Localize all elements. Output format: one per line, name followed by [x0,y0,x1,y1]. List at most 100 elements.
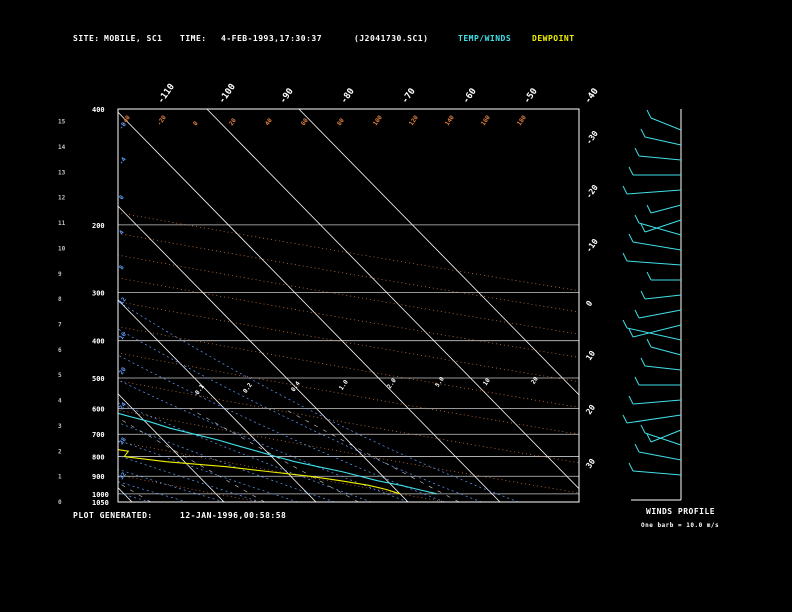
moist-adiabat [118,354,445,502]
wind-barb-flag [622,414,628,424]
wind-barb [644,136,682,146]
top-temp-tick-label: -100 [217,82,238,106]
wind-barb-flag [628,233,634,243]
height-tick-label: 9 [58,271,62,278]
wind-barb [626,260,682,266]
isotherm-line [118,205,409,502]
wind-barb-flag [646,271,652,281]
wind-barb [626,189,682,195]
wind-barb [638,155,682,161]
wind-barb-flag [634,147,640,157]
wind-barb-flag [634,309,640,319]
dry-adiabat-label: 140 [444,114,456,127]
wind-barb [632,324,682,338]
pressure-tick-label: 800 [92,454,105,462]
moist-adiabat-label: 16 [118,331,128,341]
height-tick-label: 1 [58,474,62,481]
wind-barb [650,117,682,131]
isotherm-line [206,109,579,490]
moist-adiabat-label: -8 [118,121,128,131]
right-temp-tick-label: 10 [584,349,597,362]
mixing-ratio-label: 20 [530,375,540,385]
pressure-tick-label: 1000 [92,491,109,499]
wind-barb-flag [622,185,628,195]
height-tick-label: 15 [58,119,66,126]
height-tick-label: 0 [58,499,62,506]
moist-adiabat [118,492,151,502]
top-temp-tick-label: -50 [522,87,540,106]
wind-barb [638,222,682,236]
wind-barb-flag [634,443,640,453]
moist-adiabat-label: 12 [118,296,128,306]
height-tick-label: 6 [58,347,62,354]
pressure-tick-label: 900 [92,473,105,481]
dry-adiabat [118,352,579,435]
wind-barb-flag [634,214,640,224]
mixing-ratio-label: 10 [482,377,492,387]
moist-adiabat-label: 28 [118,436,128,446]
moist-adiabat-label: 24 [118,401,128,411]
wind-barb-flag [628,462,634,472]
pressure-tick-label: 1050 [92,499,109,507]
height-tick-label: 8 [58,296,62,303]
dry-adiabat [118,233,579,313]
mixing-ratio-label: 5.0 [434,375,446,388]
height-tick-label: 11 [58,220,66,227]
wind-barb-flag [634,376,640,386]
mixing-ratio-label: 1.0 [338,378,350,391]
wind-barb-flag [622,252,628,262]
mixing-ratio-line [118,482,151,502]
dry-adiabat [118,441,446,502]
wind-barb-flag [646,433,652,443]
height-tick-label: 10 [58,245,66,252]
height-tick-label: 12 [58,195,66,202]
dry-adiabat-label: 160 [480,114,492,127]
moist-adiabat-label: -4 [118,156,128,166]
dry-adiabat-label: 0 [192,120,200,127]
mixing-ratio-label: 0.2 [242,381,254,394]
right-temp-tick-label: 0 [584,299,594,308]
wind-barb [626,414,682,424]
wind-barb [644,365,682,371]
wind-barb-flag [640,290,646,300]
dry-adiabat-label: 80 [336,117,346,127]
top-temp-tick-label: -110 [156,82,177,106]
moist-adiabat [118,468,225,502]
pressure-tick-label: 400 [92,338,105,346]
moist-adiabat [118,455,261,502]
wind-barb-flag [640,128,646,138]
wind-barb [632,399,682,405]
dry-adiabat-label: 20 [228,117,238,127]
height-tick-label: 5 [58,372,62,379]
height-tick-label: 7 [58,322,62,329]
wind-barb [644,432,682,446]
dry-adiabat-label: 60 [300,117,310,127]
mixing-ratio-label: 0.1 [194,383,206,396]
pressure-tick-label: 300 [92,290,105,298]
right-temp-tick-label: -10 [584,237,600,254]
wind-barb-flag [646,204,652,214]
top-temp-tick-label: -80 [339,87,357,106]
wind-barb [650,346,682,356]
wind-barb-flag [640,223,646,233]
isotherm-line [0,109,40,502]
dry-adiabat [0,109,73,502]
mixing-ratio-line [283,408,460,502]
height-tick-label: 2 [58,448,62,455]
dry-adiabat-label: -20 [156,114,168,127]
isotherm-line [118,111,501,502]
right-temp-tick-label: 20 [584,403,597,416]
dry-adiabat-label: 120 [408,114,420,127]
wind-barb [650,204,682,214]
moist-adiabat [118,481,188,502]
wind-barb-flag [628,166,634,176]
moist-adiabat-label: 0 [118,194,126,201]
wind-barb [626,327,682,341]
right-temp-tick-label: -30 [584,129,600,146]
wind-barb-flag [628,328,634,338]
height-tick-label: 14 [58,144,66,151]
height-tick-label: 3 [58,423,62,430]
wind-barb [644,294,682,300]
pressure-tick-label: 700 [92,431,105,439]
wind-barb [644,219,682,233]
